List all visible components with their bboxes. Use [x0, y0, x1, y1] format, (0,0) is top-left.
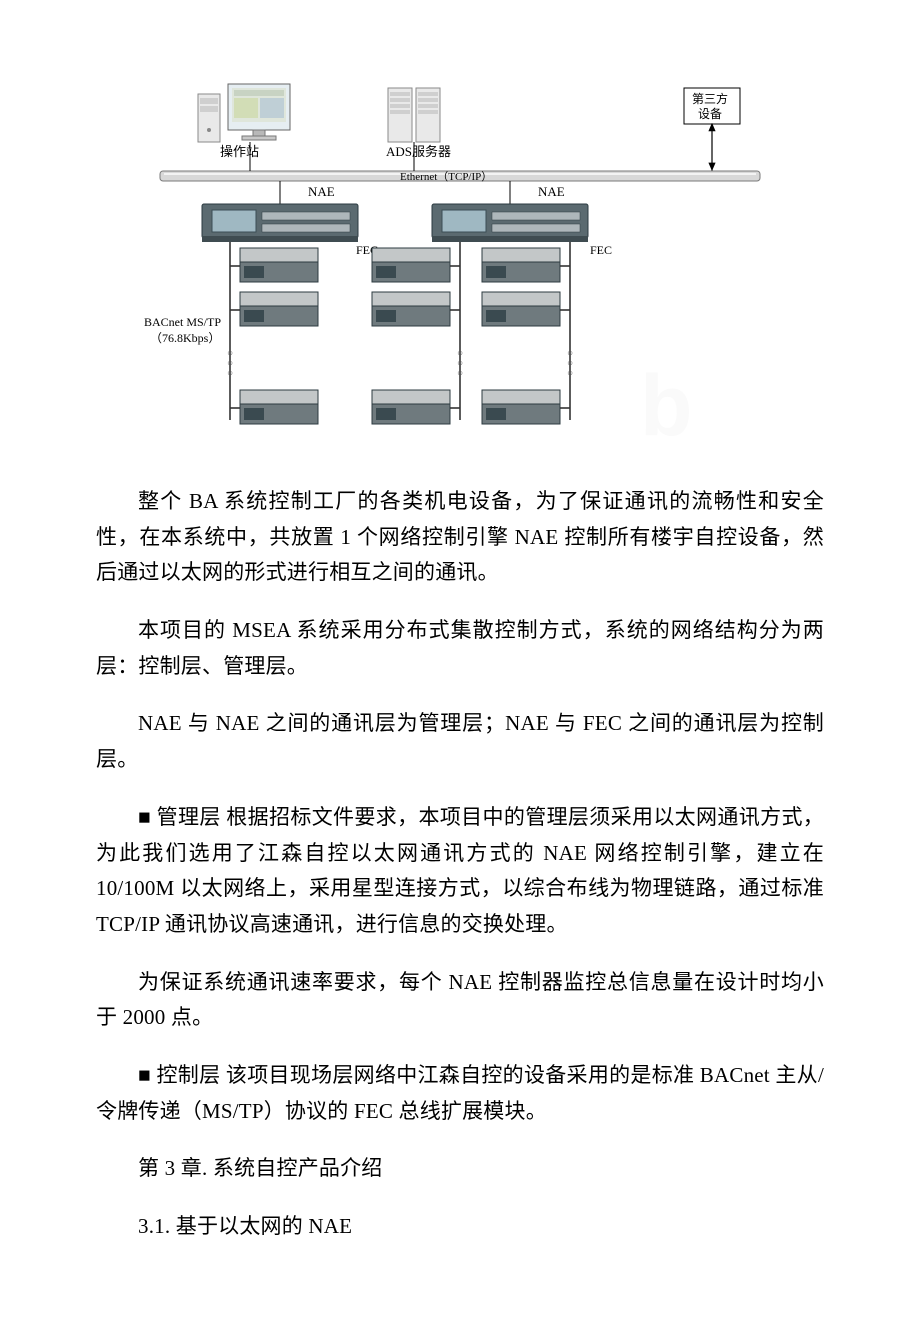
svg-text:第三方: 第三方 — [692, 91, 728, 106]
ads-server-icon — [388, 88, 440, 142]
paragraph-2: 本项目的 MSEA 系统采用分布式集散控制方式，系统的网络结构分为两层：控制层、… — [96, 613, 824, 684]
nae-device-2 — [432, 204, 588, 242]
third-party-box: 第三方 设备 — [684, 88, 740, 124]
svg-text:○: ○ — [227, 368, 233, 379]
svg-text:○: ○ — [457, 368, 463, 379]
paragraph-7: 第 3 章. 系统自控产品介绍 — [96, 1151, 824, 1187]
paragraph-8: 3.1. 基于以太网的 NAE — [96, 1209, 824, 1245]
fec-col-3: ○ ○ ○ — [482, 248, 573, 424]
fec-col-2: ○ ○ ○ — [372, 248, 463, 424]
ethernet-label: Ethernet（TCP/IP） — [400, 170, 492, 183]
nae-device-1 — [202, 204, 358, 242]
paragraph-1: 整个 BA 系统控制工厂的各类机电设备，为了保证通讯的流畅性和安全性，在本系统中… — [96, 484, 824, 591]
workstation-icon — [198, 84, 290, 142]
paragraph-6: ■ 控制层 该项目现场层网络中江森自控的设备采用的是标准 BACnet 主从/令… — [96, 1058, 824, 1129]
nae-label-1: NAE — [308, 184, 335, 199]
network-diagram-svg: b 操作站 ADS服务器 第三方 设备 — [140, 70, 780, 450]
paragraph-4: ■ 管理层 根据招标文件要求，本项目中的管理层须采用以太网通讯方式，为此我们选用… — [96, 800, 824, 943]
fec-label-2: FEC — [590, 243, 612, 257]
bacnet-label: BACnet MS/TP （76.8Kbps） — [144, 315, 221, 345]
nae-label-2: NAE — [538, 184, 565, 199]
svg-text:BACnet MS/TP: BACnet MS/TP — [144, 315, 221, 329]
svg-text:设备: 设备 — [698, 107, 722, 121]
ads-server-label: ADS服务器 — [386, 144, 451, 159]
paragraph-5: 为保证系统通讯速率要求，每个 NAE 控制器监控总信息量在设计时均小于 2000… — [96, 965, 824, 1036]
paragraph-3: NAE 与 NAE 之间的通讯层为管理层；NAE 与 FEC 之间的通讯层为控制… — [96, 706, 824, 777]
svg-text:○: ○ — [567, 368, 573, 379]
fec-col-1: ○ ○ ○ — [227, 248, 318, 424]
network-diagram: b 操作站 ADS服务器 第三方 设备 — [96, 70, 824, 450]
workstation-label: 操作站 — [220, 144, 259, 159]
svg-text:（76.8Kbps）: （76.8Kbps） — [150, 331, 220, 345]
svg-text:b: b — [640, 358, 693, 450]
